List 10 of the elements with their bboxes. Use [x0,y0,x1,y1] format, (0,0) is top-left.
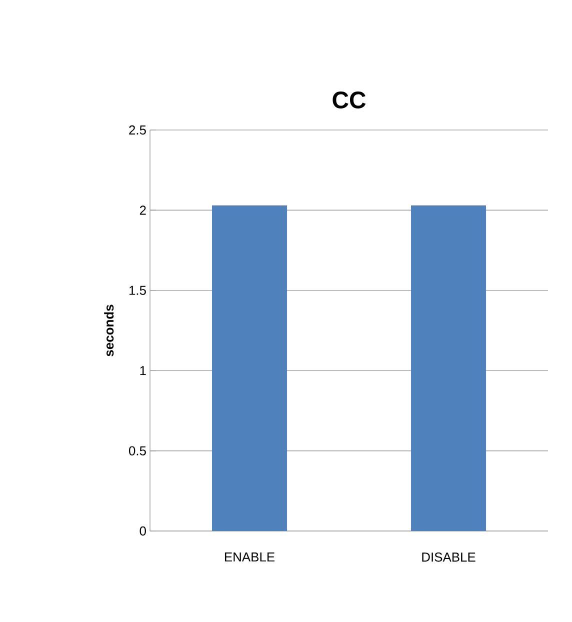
x-tick-label: DISABLE [422,552,476,562]
y-tick-label: 2.5 [129,125,146,135]
y-tick-label: 0.5 [128,446,146,456]
y-tick-label: 1.5 [129,286,146,295]
x-tick-label: ENABLE [225,552,274,562]
y-tick-label: 0 [140,526,146,536]
y-tick-label: 2 [140,206,146,215]
chart-title: CC [332,92,366,108]
y-axis-title: seconds [104,304,114,356]
y-tick-label: 1 [140,366,146,376]
